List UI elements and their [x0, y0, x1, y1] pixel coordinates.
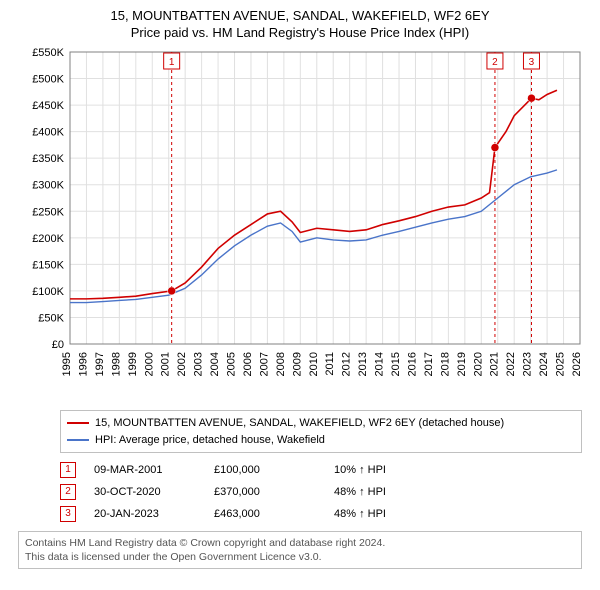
- svg-text:£300K: £300K: [32, 180, 64, 192]
- svg-text:£450K: £450K: [32, 100, 64, 112]
- svg-text:2018: 2018: [439, 352, 451, 376]
- transaction-date: 30-OCT-2020: [94, 486, 214, 498]
- svg-text:1995: 1995: [61, 352, 73, 376]
- svg-text:2010: 2010: [308, 352, 320, 376]
- transaction-row: 1 09-MAR-2001 £100,000 10% ↑ HPI: [60, 459, 582, 481]
- transaction-price: £463,000: [214, 508, 334, 520]
- svg-text:2024: 2024: [538, 352, 550, 376]
- svg-text:2026: 2026: [571, 352, 583, 376]
- svg-text:2009: 2009: [291, 352, 303, 376]
- title-subtitle: Price paid vs. HM Land Registry's House …: [10, 25, 590, 40]
- chart-container: 15, MOUNTBATTEN AVENUE, SANDAL, WAKEFIEL…: [0, 0, 600, 575]
- svg-text:1996: 1996: [77, 352, 89, 376]
- svg-text:2025: 2025: [555, 352, 567, 376]
- svg-text:2001: 2001: [160, 352, 172, 376]
- transaction-pct: 48% ↑ HPI: [334, 486, 454, 498]
- legend-swatch-hpi: [67, 439, 89, 441]
- svg-text:1997: 1997: [94, 352, 106, 376]
- svg-text:2011: 2011: [324, 352, 336, 376]
- svg-text:2021: 2021: [489, 352, 501, 376]
- transaction-badge: 3: [60, 506, 76, 522]
- svg-text:£250K: £250K: [32, 206, 64, 218]
- svg-text:£100K: £100K: [32, 286, 64, 298]
- svg-text:2020: 2020: [472, 352, 484, 376]
- svg-text:1999: 1999: [127, 352, 139, 376]
- svg-text:2023: 2023: [522, 352, 534, 376]
- svg-text:2: 2: [492, 57, 498, 68]
- transaction-row: 3 20-JAN-2023 £463,000 48% ↑ HPI: [60, 503, 582, 525]
- legend-item-hpi: HPI: Average price, detached house, Wake…: [67, 432, 575, 449]
- svg-text:£400K: £400K: [32, 127, 64, 139]
- legend-box: 15, MOUNTBATTEN AVENUE, SANDAL, WAKEFIEL…: [60, 410, 582, 453]
- title-address: 15, MOUNTBATTEN AVENUE, SANDAL, WAKEFIEL…: [10, 8, 590, 23]
- transactions-table: 1 09-MAR-2001 £100,000 10% ↑ HPI 2 30-OC…: [60, 459, 582, 525]
- footnote-box: Contains HM Land Registry data © Crown c…: [18, 531, 582, 569]
- svg-text:£200K: £200K: [32, 233, 64, 245]
- svg-text:2013: 2013: [357, 352, 369, 376]
- svg-text:2017: 2017: [423, 352, 435, 376]
- svg-text:2016: 2016: [406, 352, 418, 376]
- legend-item-property: 15, MOUNTBATTEN AVENUE, SANDAL, WAKEFIEL…: [67, 415, 575, 432]
- transaction-badge: 1: [60, 462, 76, 478]
- transaction-badge: 2: [60, 484, 76, 500]
- transaction-price: £370,000: [214, 486, 334, 498]
- svg-text:2019: 2019: [456, 352, 468, 376]
- svg-text:2014: 2014: [374, 352, 386, 376]
- svg-text:2015: 2015: [390, 352, 402, 376]
- svg-text:2007: 2007: [258, 352, 270, 376]
- legend-label-hpi: HPI: Average price, detached house, Wake…: [95, 432, 325, 449]
- svg-text:1998: 1998: [110, 352, 122, 376]
- transaction-pct: 48% ↑ HPI: [334, 508, 454, 520]
- svg-text:2003: 2003: [193, 352, 205, 376]
- svg-text:£350K: £350K: [32, 153, 64, 165]
- svg-text:2006: 2006: [242, 352, 254, 376]
- svg-text:2022: 2022: [505, 352, 517, 376]
- chart-area: £0 £50K £100K £150K £200K £250K £300K £350K £400…: [10, 44, 590, 404]
- transaction-row: 2 30-OCT-2020 £370,000 48% ↑ HPI: [60, 481, 582, 503]
- svg-text:3: 3: [529, 57, 535, 68]
- svg-text:2002: 2002: [176, 352, 188, 376]
- legend-label-property: 15, MOUNTBATTEN AVENUE, SANDAL, WAKEFIEL…: [95, 415, 504, 432]
- transaction-price: £100,000: [214, 464, 334, 476]
- svg-text:2008: 2008: [275, 352, 287, 376]
- svg-text:£500K: £500K: [32, 74, 64, 86]
- svg-text:2005: 2005: [226, 352, 238, 376]
- transaction-date: 09-MAR-2001: [94, 464, 214, 476]
- svg-text:£0: £0: [52, 339, 64, 351]
- svg-text:£550K: £550K: [32, 47, 64, 59]
- svg-text:2004: 2004: [209, 352, 221, 376]
- svg-text:£150K: £150K: [32, 259, 64, 271]
- legend-swatch-property: [67, 422, 89, 424]
- transaction-date: 20-JAN-2023: [94, 508, 214, 520]
- title-block: 15, MOUNTBATTEN AVENUE, SANDAL, WAKEFIEL…: [10, 8, 590, 40]
- svg-text:£50K: £50K: [38, 312, 64, 324]
- transaction-pct: 10% ↑ HPI: [334, 464, 454, 476]
- svg-text:2000: 2000: [143, 352, 155, 376]
- svg-text:2012: 2012: [341, 352, 353, 376]
- price-chart-svg: £0 £50K £100K £150K £200K £250K £300K £350K £400…: [10, 44, 590, 404]
- footnote-line2: This data is licensed under the Open Gov…: [25, 550, 575, 564]
- svg-text:1: 1: [169, 57, 175, 68]
- footnote-line1: Contains HM Land Registry data © Crown c…: [25, 536, 575, 550]
